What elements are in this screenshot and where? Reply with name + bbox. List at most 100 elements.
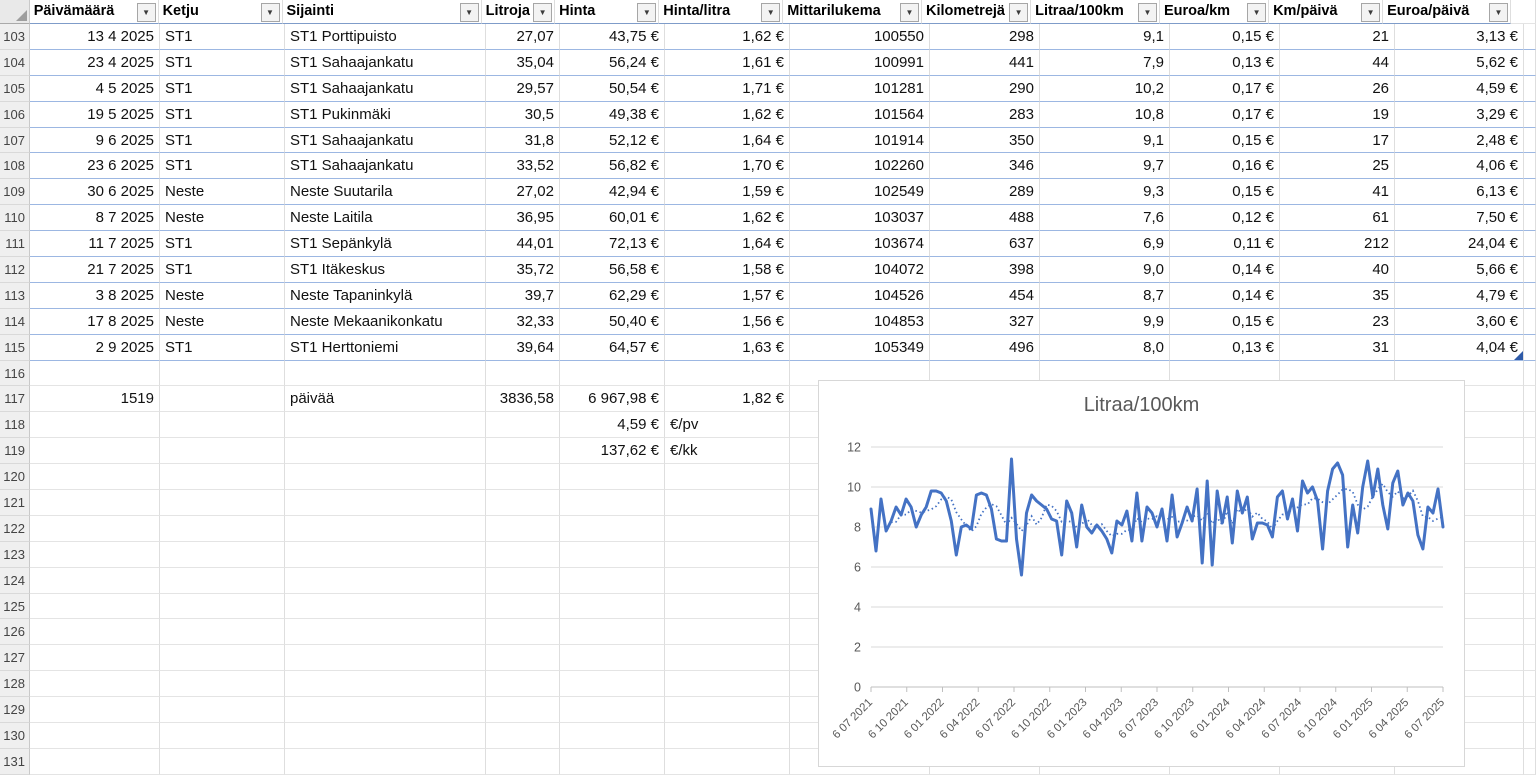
- filter-button-kilometreja[interactable]: ▼: [1009, 3, 1029, 22]
- column-header-sijainti[interactable]: Sijainti ▼: [282, 0, 482, 24]
- cell[interactable]: 103674: [790, 231, 930, 258]
- cell[interactable]: [486, 490, 560, 516]
- cell[interactable]: [30, 593, 160, 620]
- filter-button-hinta[interactable]: ▼: [637, 3, 657, 22]
- cell[interactable]: [665, 723, 790, 749]
- column-header-paivamaara[interactable]: Päivämäärä ▼: [29, 0, 159, 24]
- row-header[interactable]: 128: [0, 671, 30, 698]
- cell[interactable]: 39,64: [486, 334, 560, 361]
- cell[interactable]: [285, 515, 486, 542]
- cell[interactable]: 25: [1280, 153, 1395, 180]
- cell[interactable]: [30, 541, 160, 568]
- cell[interactable]: [486, 541, 560, 568]
- cell[interactable]: ST1: [160, 127, 285, 154]
- filter-button-paivamaara[interactable]: ▼: [136, 3, 156, 22]
- cell[interactable]: 4 5 2025: [30, 75, 160, 102]
- cell[interactable]: Neste: [160, 308, 285, 335]
- cell[interactable]: 64,57 €: [560, 334, 665, 361]
- cell[interactable]: [560, 593, 665, 620]
- cell[interactable]: 35: [1280, 282, 1395, 309]
- cell[interactable]: 488: [930, 205, 1040, 232]
- column-header-hinta-litra[interactable]: Hinta/litra ▼: [659, 0, 784, 24]
- cell[interactable]: [160, 697, 285, 724]
- cell[interactable]: 29,57: [486, 75, 560, 102]
- cell[interactable]: [30, 360, 160, 387]
- row-header[interactable]: 122: [0, 515, 30, 542]
- row-header[interactable]: 110: [0, 205, 30, 232]
- column-header-kilometreja[interactable]: Kilometrejä ▼: [922, 0, 1032, 24]
- cell[interactable]: [560, 541, 665, 568]
- row-header[interactable]: 130: [0, 723, 30, 749]
- cell[interactable]: 7,6: [1040, 205, 1170, 232]
- cell[interactable]: 30,5: [486, 101, 560, 128]
- cell[interactable]: ST1: [160, 75, 285, 102]
- cell[interactable]: [285, 464, 486, 491]
- cell[interactable]: 1,56 €: [665, 308, 790, 335]
- cell[interactable]: 41: [1280, 179, 1395, 206]
- cell[interactable]: 62,29 €: [560, 282, 665, 309]
- cell[interactable]: ST1 Sahaajankatu: [285, 127, 486, 154]
- cell[interactable]: [665, 490, 790, 516]
- cell[interactable]: [285, 593, 486, 620]
- cell[interactable]: [486, 723, 560, 749]
- cell[interactable]: Neste: [160, 282, 285, 309]
- row-header[interactable]: 109: [0, 179, 30, 206]
- cell[interactable]: [30, 748, 160, 775]
- cell[interactable]: Neste Mekaanikonkatu: [285, 308, 486, 335]
- cell[interactable]: 50,54 €: [560, 75, 665, 102]
- cell[interactable]: 0,14 €: [1170, 282, 1280, 309]
- row-header[interactable]: 112: [0, 257, 30, 283]
- row-header[interactable]: 106: [0, 101, 30, 128]
- column-header-euroa-paiva[interactable]: Euroa/päivä ▼: [1383, 0, 1512, 24]
- cell[interactable]: 1,61 €: [665, 49, 790, 76]
- cell[interactable]: 10,8: [1040, 101, 1170, 128]
- cell[interactable]: [285, 567, 486, 594]
- cell[interactable]: ST1: [160, 257, 285, 283]
- cell[interactable]: [486, 438, 560, 465]
- cell[interactable]: 3,29 €: [1395, 101, 1524, 128]
- cell[interactable]: ST1 Sahaajankatu: [285, 75, 486, 102]
- cell[interactable]: 1,70 €: [665, 153, 790, 180]
- cell[interactable]: Neste: [160, 179, 285, 206]
- cell[interactable]: 35,72: [486, 257, 560, 283]
- cell[interactable]: 637: [930, 231, 1040, 258]
- row-header[interactable]: 119: [0, 438, 30, 465]
- cell[interactable]: [160, 438, 285, 465]
- cell[interactable]: 43,75 €: [560, 24, 665, 50]
- cell[interactable]: Neste: [160, 205, 285, 232]
- cell[interactable]: 102260: [790, 153, 930, 180]
- cell[interactable]: päivää: [285, 386, 486, 413]
- cell[interactable]: 39,7: [486, 282, 560, 309]
- cell[interactable]: 9,0: [1040, 257, 1170, 283]
- cell[interactable]: 1,82 €: [665, 386, 790, 413]
- cell[interactable]: 0,16 €: [1170, 153, 1280, 180]
- cell[interactable]: 4,06 €: [1395, 153, 1524, 180]
- cell[interactable]: 8,0: [1040, 334, 1170, 361]
- cell[interactable]: 3 8 2025: [30, 282, 160, 309]
- cell[interactable]: 102549: [790, 179, 930, 206]
- cell[interactable]: 9,1: [1040, 24, 1170, 50]
- row-header[interactable]: 113: [0, 282, 30, 309]
- row-header[interactable]: 118: [0, 412, 30, 439]
- filter-button-mittarilukema[interactable]: ▼: [900, 3, 919, 22]
- cell[interactable]: 3836,58: [486, 386, 560, 413]
- cell[interactable]: 11 7 2025: [30, 231, 160, 258]
- cell[interactable]: ST1 Pukinmäki: [285, 101, 486, 128]
- row-header[interactable]: 103: [0, 24, 30, 50]
- cell[interactable]: 35,04: [486, 49, 560, 76]
- filter-button-sijainti[interactable]: ▼: [459, 3, 479, 22]
- row-header[interactable]: 126: [0, 619, 30, 646]
- cell[interactable]: 24,04 €: [1395, 231, 1524, 258]
- filter-button-litroja[interactable]: ▼: [533, 3, 553, 22]
- cell[interactable]: 1,64 €: [665, 231, 790, 258]
- cell[interactable]: 0,13 €: [1170, 49, 1280, 76]
- cell[interactable]: Neste Tapaninkylä: [285, 282, 486, 309]
- row-header[interactable]: 116: [0, 360, 30, 387]
- cell[interactable]: [486, 645, 560, 672]
- cell[interactable]: 0,14 €: [1170, 257, 1280, 283]
- column-header-mittarilukema[interactable]: Mittarilukema ▼: [783, 0, 922, 24]
- row-header[interactable]: 117: [0, 386, 30, 413]
- cell[interactable]: [560, 671, 665, 698]
- cell[interactable]: 327: [930, 308, 1040, 335]
- select-all-corner[interactable]: [0, 0, 30, 24]
